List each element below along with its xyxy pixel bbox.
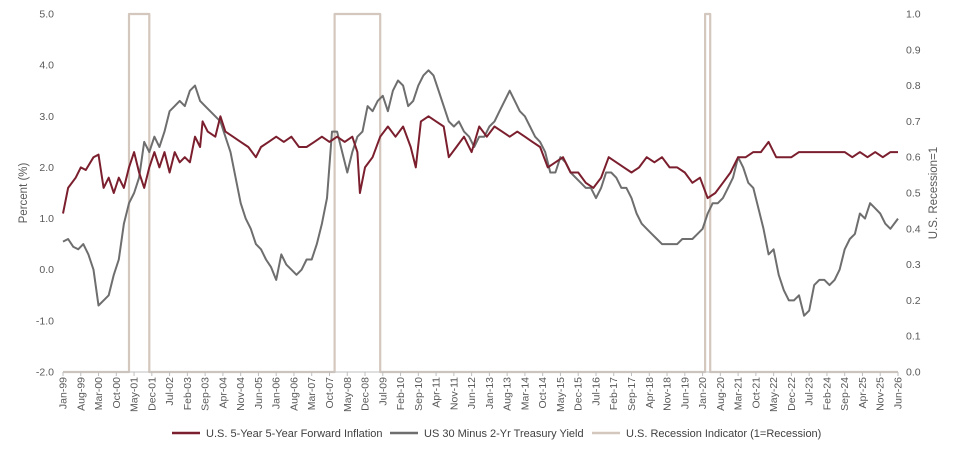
x-tick-label: Dec-01 — [146, 377, 158, 411]
y2-tick-label: 0.9 — [906, 44, 921, 56]
x-tick-label: Apr-04 — [217, 377, 229, 409]
x-tick-label: Jul-02 — [164, 377, 176, 406]
x-tick-label: Sep-03 — [200, 377, 212, 411]
x-tick-label: Sep-17 — [626, 377, 638, 411]
y-axis-title: Percent (%) — [18, 162, 30, 223]
x-tick-label: Feb-24 — [821, 377, 833, 410]
x-tick-label: Apr-25 — [857, 377, 869, 409]
x-tick-label: Nov-25 — [875, 377, 887, 411]
y2-tick-label: 0.6 — [906, 152, 921, 164]
y2-tick-label: 0.0 — [906, 367, 921, 379]
x-tick-label: Sep-10 — [413, 377, 425, 411]
y2-tick-label: 0.5 — [906, 188, 921, 200]
x-tick-label: Mar-21 — [733, 377, 745, 410]
x-tick-label: Feb-17 — [608, 377, 620, 410]
x-tick-label: Nov-18 — [662, 377, 674, 411]
y2-tick-label: 0.3 — [906, 259, 921, 271]
x-tick-label: Mar-14 — [519, 377, 531, 410]
y-tick-label: -2.0 — [36, 367, 54, 379]
y-tick-label: 4.0 — [39, 60, 54, 72]
x-tick-label: Oct-00 — [111, 377, 123, 409]
x-tick-label: May-01 — [129, 377, 141, 412]
y-axis-right: 1.0 0.9 0.8 0.7 0.6 0.5 0.4 0.3 0.2 0.1 0.0 — [906, 9, 921, 379]
x-tick-label: Jan-13 — [484, 377, 496, 409]
x-tick-label: Dec-08 — [360, 377, 372, 411]
y-tick-label: 1.0 — [39, 213, 54, 225]
x-tick-label: Jul-16 — [590, 377, 602, 406]
x-tick-label: Aug-99 — [75, 377, 87, 411]
x-tick-label: Jan-99 — [58, 377, 70, 409]
x-tick-label: Mar-00 — [93, 377, 105, 410]
x-tick-label: May-22 — [768, 377, 780, 412]
x-tick-label: Dec-22 — [786, 377, 798, 411]
x-tick-label: Mar-07 — [306, 377, 318, 410]
y-axis-left: 5.0 4.0 3.0 2.0 1.0 0.0 -1.0 -2.0 — [36, 9, 54, 379]
y-tick-label: 0.0 — [39, 264, 54, 276]
series-line-1 — [62, 115, 898, 214]
x-tick-label: Feb-03 — [182, 377, 194, 410]
x-tick-label: Jun-19 — [679, 377, 691, 409]
x-tick-label: Nov-11 — [448, 377, 460, 410]
x-tick-label: May-15 — [555, 377, 567, 412]
y-tick-label: -1.0 — [36, 315, 54, 327]
y2-tick-label: 0.8 — [906, 80, 921, 92]
y2-axis-title: U.S. Recession=1 — [928, 147, 940, 239]
x-tick-label: Oct-14 — [537, 377, 549, 409]
x-tick-label: Oct-21 — [750, 377, 762, 409]
legend-label-3: U.S. Recession Indicator (1=Recession) — [626, 428, 821, 440]
x-tick-label: Jan-20 — [697, 377, 709, 409]
x-tick-label: Feb-10 — [395, 377, 407, 410]
x-tick-label: Aug-13 — [502, 377, 514, 411]
y2-tick-label: 0.7 — [906, 116, 921, 128]
x-tick-label: Oct-07 — [324, 377, 336, 409]
y-tick-label: 3.0 — [39, 111, 54, 123]
y2-tick-label: 0.1 — [906, 331, 921, 343]
x-tick-label: Aug-06 — [288, 377, 300, 411]
x-tick-label: Jan-06 — [271, 377, 283, 409]
y-tick-label: 2.0 — [39, 162, 54, 174]
series-line-2 — [62, 69, 899, 317]
x-axis: Jan-99 Aug-99 Mar-00 Oct-00 May-01 Dec-01 Jul-… — [58, 371, 905, 412]
x-tick-label: Aug-20 — [715, 377, 727, 411]
x-tick-label: Apr-11 — [431, 377, 443, 408]
x-tick-label: Dec-15 — [573, 377, 585, 411]
legend-label-2: US 30 Minus 2-Yr Treasury Yield — [424, 428, 584, 440]
y-tick-label: 5.0 — [39, 9, 54, 21]
series-line-3 — [63, 12, 898, 374]
legend: U.S. 5-Year 5-Year Forward Inflation US 3… — [172, 428, 821, 440]
x-tick-label: Apr-18 — [644, 377, 656, 409]
x-tick-label: May-08 — [342, 377, 354, 412]
y2-tick-label: 0.4 — [906, 223, 921, 235]
x-tick-label: Jun-05 — [253, 377, 265, 409]
x-tick-label: Jun-26 — [893, 377, 905, 409]
x-tick-label: Nov-04 — [235, 377, 247, 411]
y2-tick-label: 1.0 — [906, 9, 921, 21]
x-tick-label: Jun-12 — [466, 377, 478, 409]
x-tick-label: Sep-24 — [839, 377, 851, 411]
plot-area — [62, 12, 899, 374]
x-tick-label: Jul-23 — [804, 377, 816, 406]
legend-label-1: U.S. 5-Year 5-Year Forward Inflation — [206, 428, 383, 440]
x-tick-label: Jul-09 — [377, 377, 389, 406]
y2-tick-label: 0.2 — [906, 295, 921, 307]
